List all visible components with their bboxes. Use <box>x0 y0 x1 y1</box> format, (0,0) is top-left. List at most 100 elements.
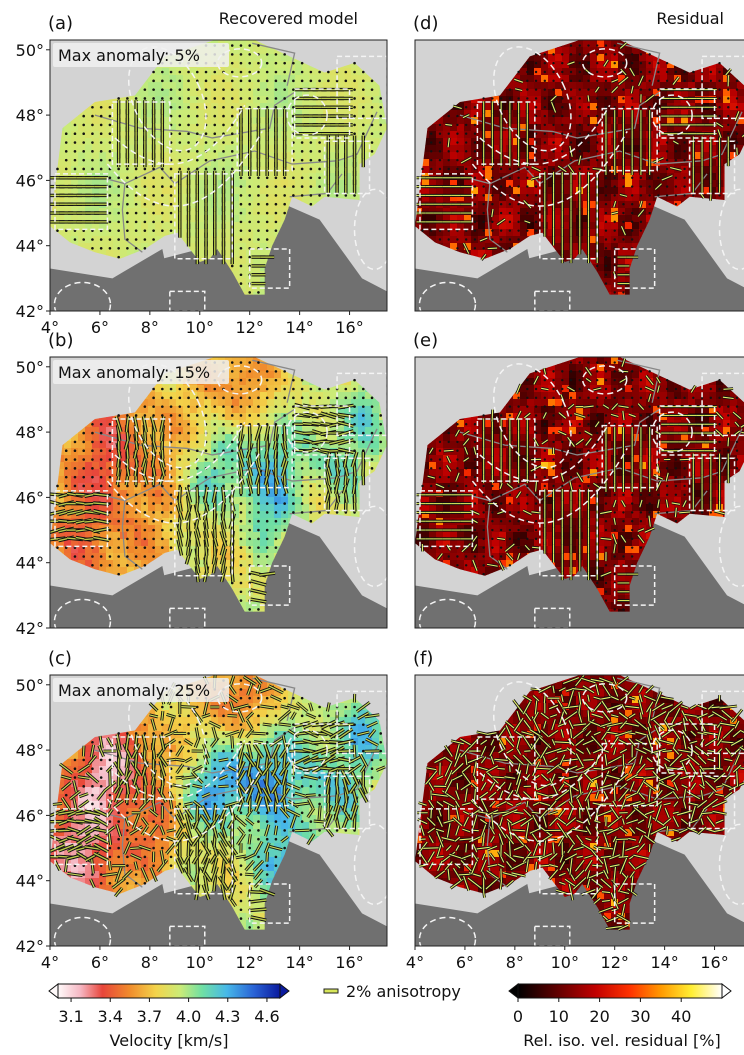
velocity-colorbar-label: Velocity [km/s] <box>110 1031 229 1050</box>
panel-label: (e) <box>413 330 438 351</box>
checker-outlines <box>418 46 744 311</box>
velocity-colorbar-extend-low <box>48 982 59 1000</box>
sea-area-west <box>415 883 540 946</box>
country-border <box>121 818 143 888</box>
y-tick-label: 42° <box>16 937 44 956</box>
x-tick-label: 8° <box>141 953 159 972</box>
y-tick-label: 48° <box>16 741 44 760</box>
y-tick-label: 48° <box>16 423 44 442</box>
y-tick-label: 50° <box>16 358 44 377</box>
y-tick-label: 46° <box>16 171 44 190</box>
residual-colorbar-tick-label: 40 <box>671 1007 691 1026</box>
velocity-colorbar-tick-label: 4.0 <box>176 1007 201 1026</box>
map-panel-d: (d) <box>413 13 744 312</box>
residual-colorbar: 0 10 20 30 40 Rel. iso. vel. residual [%] <box>508 982 732 1050</box>
country-border <box>252 677 296 721</box>
y-tick-label: 50° <box>16 676 44 695</box>
checker-outlines <box>418 363 744 628</box>
x-tick-label: 16° <box>700 953 728 972</box>
anisotropy-bars <box>50 675 386 929</box>
y-tick-label: 42° <box>16 302 44 321</box>
x-tick-label: 16° <box>335 318 363 337</box>
country-border <box>617 42 661 86</box>
velocity-colorbar-tick-label: 3.1 <box>58 1007 83 1026</box>
x-tick-label: 4° <box>41 318 59 337</box>
y-tick-label: 46° <box>16 806 44 825</box>
panel-label: (b) <box>48 330 73 351</box>
residual-colorbar-extend-low <box>508 982 519 1000</box>
country-border <box>121 183 143 253</box>
sea-area-west <box>50 248 175 311</box>
x-tick-label: 4° <box>406 953 424 972</box>
residual-colorbar-tick-label: 10 <box>549 1007 569 1026</box>
x-tick-label: 12° <box>236 318 264 337</box>
country-border <box>252 42 296 86</box>
country-border <box>486 183 508 253</box>
sea-area <box>527 838 744 946</box>
country-border <box>617 359 661 403</box>
y-tick-label: 46° <box>16 488 44 507</box>
x-tick-label: 8° <box>141 318 159 337</box>
sea-area-west <box>415 565 540 628</box>
country-border <box>459 408 660 456</box>
annotation-box <box>53 678 229 702</box>
x-tick-label: 12° <box>601 953 629 972</box>
sea-area <box>162 203 387 311</box>
panel-frame <box>49 674 388 947</box>
x-tick-label: 12° <box>236 953 264 972</box>
residual-colorbar-extend-high <box>721 982 732 1000</box>
right-column-title: Residual <box>656 9 724 28</box>
velocity-colorbar: 3.1 3.4 3.7 4.0 4.3 4.6 Velocity [km/s] <box>48 982 290 1050</box>
panel-label: (a) <box>48 13 73 34</box>
y-tick-label: 50° <box>16 41 44 60</box>
sea-area-west <box>415 248 540 311</box>
y-tick-label: 44° <box>16 554 44 573</box>
anisotropy-bars <box>50 44 383 294</box>
x-tick-label: 10° <box>186 318 214 337</box>
checker-outlines <box>418 681 744 946</box>
panel-frame <box>49 39 388 312</box>
x-tick-label: 6° <box>456 953 474 972</box>
country-border <box>486 818 508 888</box>
checker-outlines <box>53 363 387 628</box>
anisotropy-bars <box>416 675 744 931</box>
map-panel-b: Max anomaly: 15% (b) 42° 44° 46° 48° 50° <box>16 330 388 638</box>
residual-colorbar-bar <box>517 983 723 999</box>
x-tick-label: 10° <box>186 953 214 972</box>
country-border <box>121 500 143 570</box>
map-panel-a: Max anomaly: 5% (a) 42° 44° 46° 48° 50° 4° 6° 8° 1… <box>16 13 388 337</box>
map-panel-e: (e) <box>413 330 744 629</box>
anisotropy-legend: 2% anisotropy <box>323 982 461 1001</box>
checker-outlines <box>53 46 387 311</box>
residual-colorbar-tick-label: 20 <box>589 1007 609 1026</box>
x-tick-label: 16° <box>335 953 363 972</box>
x-tick-label: 6° <box>91 953 109 972</box>
x-tick-label: 4° <box>41 953 59 972</box>
x-tick-label: 8° <box>506 953 524 972</box>
max-anomaly-label: Max anomaly: 5% <box>58 46 200 65</box>
map-panel-c: Max anomaly: 25% (c) 42° 44° 46° 48° 50° 4° 6° 8°… <box>16 648 388 972</box>
max-anomaly-label: Max anomaly: 15% <box>58 363 210 382</box>
annotation-box <box>53 43 229 67</box>
velocity-colorbar-tick-label: 3.4 <box>98 1007 123 1026</box>
panel-label: (f) <box>413 648 433 669</box>
left-column-title: Recovered model <box>219 9 358 28</box>
anisotropy-bars <box>50 361 383 611</box>
velocity-colorbar-bar <box>57 983 281 999</box>
y-tick-label: 44° <box>16 872 44 891</box>
country-border <box>94 408 295 456</box>
panel-frame <box>49 356 388 629</box>
velocity-colorbar-extend-high <box>279 982 290 1000</box>
residual-colorbar-label: Rel. iso. vel. residual [%] <box>523 1031 720 1050</box>
annotation-box <box>53 360 229 384</box>
y-tick-label: 42° <box>16 619 44 638</box>
panel-label: (c) <box>48 648 72 669</box>
country-border <box>252 359 296 403</box>
sea-area <box>162 838 387 946</box>
x-tick-label: 6° <box>91 318 109 337</box>
panel-frame <box>414 356 744 629</box>
anisotropy-legend-bar <box>323 988 339 994</box>
panel-frame <box>414 39 744 312</box>
velocity-colorbar-tick-label: 3.7 <box>137 1007 162 1026</box>
